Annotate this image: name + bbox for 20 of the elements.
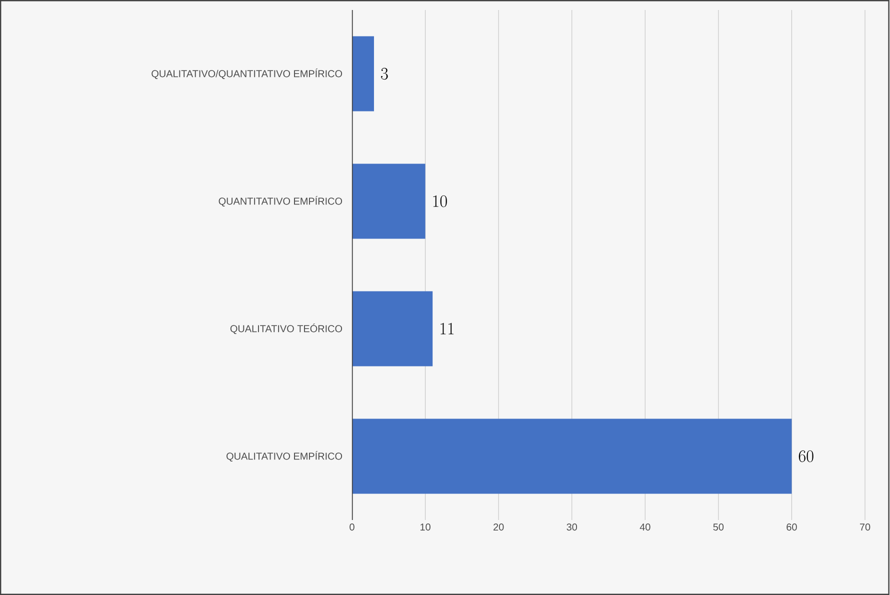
data-label: 11 [440,322,454,334]
y-tick-label: QUALITATIVO/QUANTITATIVO EMPÍRICO [152,68,342,80]
x-tick-label: 40 [640,524,650,531]
x-tick-label: 50 [713,524,724,531]
x-tick-label: 30 [566,524,578,531]
x-tick-label: 0 [350,524,354,531]
x-tick-label: 60 [786,524,797,531]
x-tick-label: 10 [420,524,430,531]
x-tick-label: 20 [494,524,504,531]
bar [352,418,792,494]
y-tick-label: QUALITATIVO EMPÍRICO [226,450,342,462]
data-label: 3 [381,68,388,80]
bar [352,291,433,366]
data-label: 10 [433,195,447,208]
data-label: 60 [798,450,814,462]
y-tick-label: QUANTITATIVO EMPÍRICO [218,196,342,207]
bar [352,36,374,112]
bar [352,164,426,239]
y-tick-label: QUALITATIVO TEÓRICO [230,323,342,334]
x-tick-label: 70 [860,524,870,531]
